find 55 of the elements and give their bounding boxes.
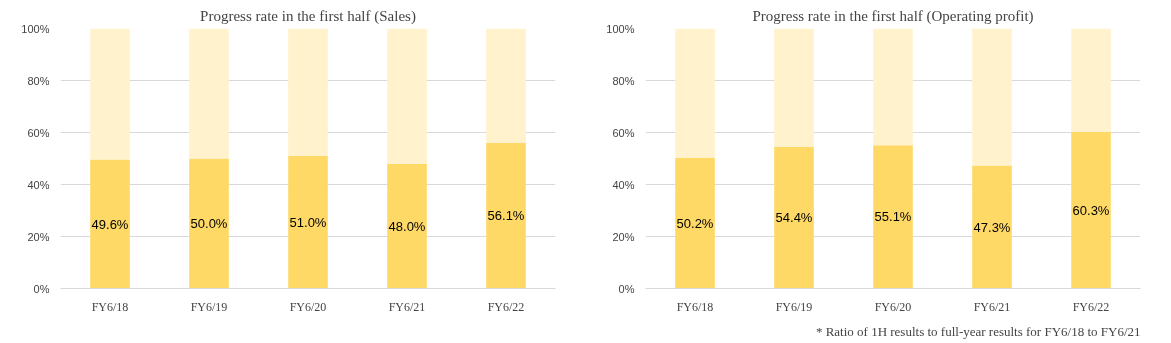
x-tick-label: FY6/19 bbox=[775, 299, 813, 314]
y-tick-label: 60% bbox=[27, 126, 50, 139]
data-label: 50.0% bbox=[190, 216, 228, 231]
x-tick-label: FY6/18 bbox=[91, 299, 129, 314]
bar bbox=[90, 28, 130, 160]
bar bbox=[486, 28, 526, 143]
data-label: 60.3% bbox=[1072, 202, 1110, 218]
bar bbox=[1071, 131, 1111, 289]
data-label: 48.0% bbox=[388, 218, 426, 234]
x-tick-label: FY6/20 bbox=[289, 299, 327, 314]
y-tick-label: 20% bbox=[27, 230, 50, 243]
x-tick-label: FY6/22 bbox=[487, 299, 525, 314]
x-tick-label: FY6/21 bbox=[973, 299, 1011, 314]
x-tick-label: FY6/22 bbox=[1072, 299, 1110, 314]
y-tick-label: 40% bbox=[27, 178, 50, 191]
data-label: 49.6% bbox=[91, 216, 129, 232]
y-tick-label: 100% bbox=[21, 22, 50, 35]
y-tick-label: 40% bbox=[612, 178, 635, 191]
bar bbox=[189, 28, 229, 159]
text: * Ratio of 1H results to full-year results for FY6/18 to FY6/21 bbox=[815, 323, 1141, 339]
bar bbox=[1071, 28, 1111, 132]
data-label: 47.3% bbox=[973, 219, 1011, 235]
x-tick-label: FY6/19 bbox=[190, 299, 228, 314]
bar bbox=[486, 142, 526, 289]
bar bbox=[774, 28, 814, 148]
y-tick-label: 80% bbox=[27, 74, 50, 87]
bar bbox=[288, 155, 328, 289]
bar bbox=[675, 28, 715, 158]
x-tick-label: FY6/21 bbox=[388, 299, 426, 314]
y-tick-label: 100% bbox=[606, 22, 635, 35]
data-label: 54.4% bbox=[775, 210, 813, 226]
bar bbox=[189, 158, 229, 289]
y-tick-label: 20% bbox=[612, 230, 635, 243]
bar bbox=[972, 165, 1012, 289]
y-tick-label: 80% bbox=[612, 74, 635, 87]
y-tick-label: 60% bbox=[612, 126, 635, 139]
bar bbox=[774, 147, 814, 289]
y-tick-label: 0% bbox=[33, 282, 50, 295]
data-label: 55.1% bbox=[874, 209, 912, 225]
y-tick-label: 0% bbox=[618, 282, 635, 295]
chart-title: Progress rate in the first half (Operating profit) bbox=[752, 7, 1034, 25]
bar bbox=[387, 28, 427, 164]
chart-title: Progress rate in the first half (Sales) bbox=[200, 7, 416, 25]
x-tick-label: FY6/20 bbox=[874, 299, 912, 314]
bar bbox=[90, 159, 130, 289]
bar bbox=[873, 28, 913, 146]
bar bbox=[288, 28, 328, 156]
bar bbox=[873, 145, 913, 289]
x-tick-label: FY6/18 bbox=[676, 299, 714, 314]
bar bbox=[972, 28, 1012, 166]
data-label: 56.1% bbox=[487, 208, 525, 224]
bar bbox=[387, 163, 427, 289]
bar bbox=[675, 157, 715, 289]
data-label: 50.2% bbox=[676, 215, 714, 231]
data-label: 51.0% bbox=[289, 214, 327, 230]
